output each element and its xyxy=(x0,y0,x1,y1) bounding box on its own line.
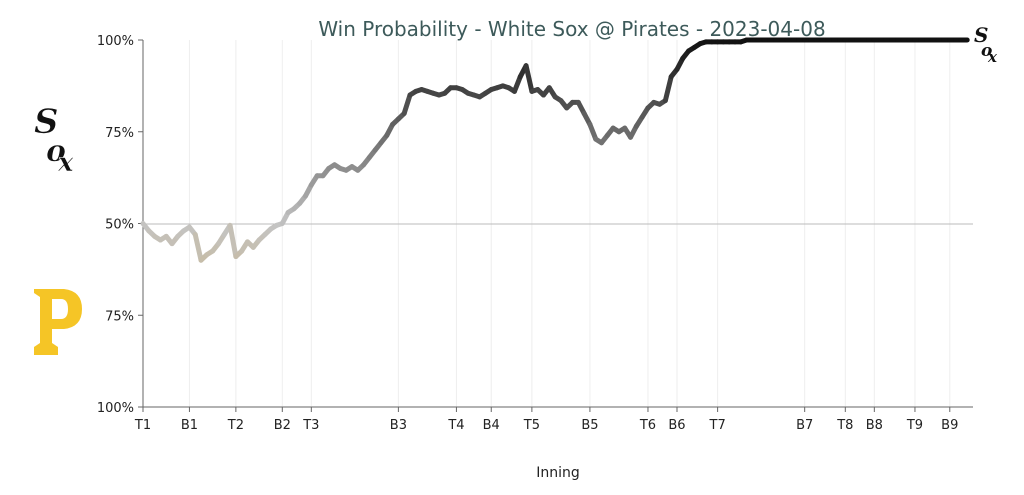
white-sox-logo-icon: S o x xyxy=(34,102,75,179)
x-tick-label: T2 xyxy=(227,418,244,433)
x-tick-label: T4 xyxy=(447,418,464,433)
x-axis-ticks: T1 B1 T2 B2 T3 B3 T4 B4 T5 B5 T6 B6 T7 B7 T8 B8 T9 B9 xyxy=(134,407,958,433)
x-tick-label: T3 xyxy=(302,418,319,433)
x-tick-label: T8 xyxy=(836,418,853,433)
x-tick-label: B3 xyxy=(390,418,407,433)
pirates-logo-icon xyxy=(34,289,82,355)
x-tick-label: B9 xyxy=(941,418,958,433)
x-tick-label: B4 xyxy=(483,418,500,433)
series-segment xyxy=(587,121,599,142)
y-axis-ticks: 100% 75% 50% 75% 100% xyxy=(97,34,143,416)
series-segment xyxy=(523,63,535,94)
y-tick-label: 100% xyxy=(97,34,134,49)
white-sox-end-logo-icon: S o x xyxy=(974,23,998,66)
y-tick-label: 100% xyxy=(97,401,134,416)
x-tick-label: B8 xyxy=(866,418,883,433)
x-tick-label: T5 xyxy=(523,418,540,433)
svg-text:S: S xyxy=(974,23,988,47)
svg-text:x: x xyxy=(987,48,998,66)
x-tick-label: B2 xyxy=(274,418,291,433)
series-segment xyxy=(662,74,674,104)
x-tick-label: T1 xyxy=(134,418,151,433)
x-tick-label: B1 xyxy=(181,418,198,433)
x-axis-label: Inning xyxy=(536,465,580,481)
svg-text:S: S xyxy=(34,102,59,142)
svg-text:o: o xyxy=(46,134,66,169)
series-segment xyxy=(192,232,204,263)
x-tick-label: T9 xyxy=(906,418,923,433)
series-segment xyxy=(401,92,413,116)
y-tick-label: 50% xyxy=(105,218,134,233)
series-group xyxy=(140,37,970,263)
y-tick-label: 75% xyxy=(105,309,134,324)
x-tick-label: B5 xyxy=(581,418,598,433)
x-tick-label: T7 xyxy=(709,418,726,433)
series-segment xyxy=(227,222,239,260)
x-tick-label: T6 xyxy=(639,418,656,433)
chart-title: Win Probability - White Sox @ Pirates - … xyxy=(318,17,825,41)
series-segment xyxy=(511,74,523,94)
x-tick-label: B6 xyxy=(668,418,685,433)
y-tick-label: 75% xyxy=(105,126,134,141)
svg-text:o: o xyxy=(981,41,992,61)
svg-text:x: x xyxy=(57,148,74,178)
x-tick-label: B7 xyxy=(796,418,813,433)
